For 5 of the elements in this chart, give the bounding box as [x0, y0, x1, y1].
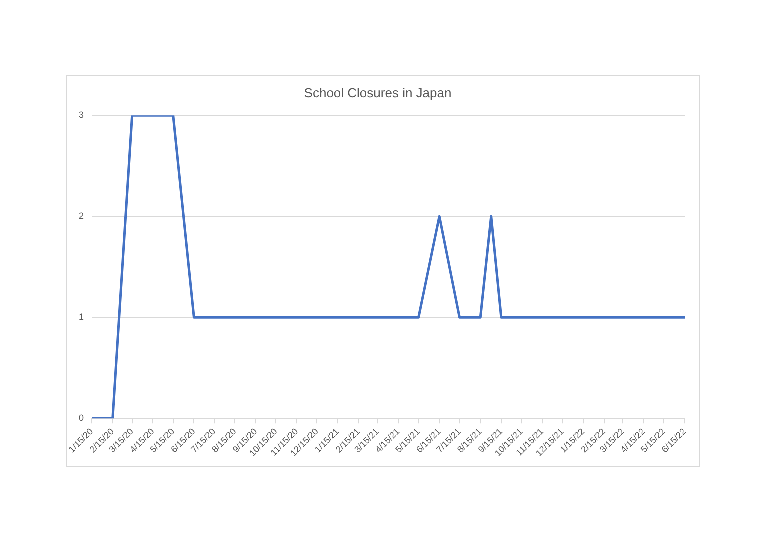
chart-title: School Closures in Japan: [304, 85, 452, 100]
y-tick-label: 0: [78, 413, 84, 424]
y-tick-label: 2: [78, 211, 84, 222]
y-tick-label: 1: [78, 312, 84, 322]
y-tick-label: 3: [78, 110, 84, 120]
